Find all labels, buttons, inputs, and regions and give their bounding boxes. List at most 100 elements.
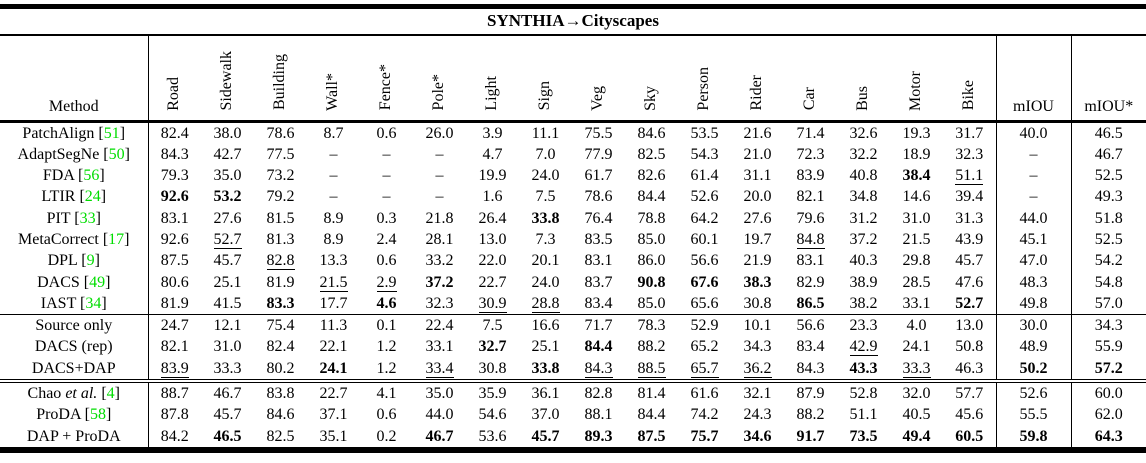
score-cell: 65.2	[690, 338, 719, 356]
score-cell: 87.5	[160, 252, 189, 270]
score-cell: 22.7	[478, 273, 507, 291]
score-cell: 0.3	[376, 209, 397, 227]
col-header-road: Road	[148, 35, 201, 123]
score-cell: 11.3	[319, 317, 348, 335]
score-cell: 52.7	[943, 292, 997, 316]
col-header-motor: Motor	[890, 35, 943, 123]
method-label: Source only	[0, 314, 149, 337]
score-cell: 32.7	[478, 338, 507, 356]
score-cell: 83.4	[572, 292, 625, 316]
score-cell: 92.6	[160, 230, 189, 248]
score-cell: –	[382, 145, 391, 163]
miou-star-cell: 46.7	[1094, 145, 1123, 163]
score-cell: 78.3	[637, 317, 666, 335]
score-cell: 71.4	[796, 124, 825, 142]
miou-cell: 59.8	[996, 425, 1072, 453]
citation-link[interactable]: 9	[86, 252, 95, 270]
score-cell: 30.9	[466, 292, 519, 316]
table-row: ProDA [58] 87.8 45.7 84.6 37.1 0.6 44.0 54.6 37.…	[0, 404, 1146, 426]
score-cell: –	[435, 145, 444, 163]
score-cell: 81.4	[637, 385, 666, 403]
col-header-fence: Fence*	[360, 35, 413, 123]
score-cell: 3.9	[482, 124, 503, 142]
method-label: DACS (rep)	[0, 336, 149, 358]
method-label: IAST [34]	[0, 292, 149, 316]
score-cell: 78.8	[637, 209, 666, 227]
score-cell: 26.0	[425, 124, 454, 142]
score-cell: 88.7	[160, 385, 189, 403]
score-cell: 1.2	[360, 357, 413, 384]
score-cell: 33.8	[531, 209, 560, 227]
score-cell: 0.1	[376, 317, 397, 335]
score-cell: 56.6	[690, 252, 719, 270]
citation-link[interactable]: 58	[89, 406, 106, 424]
score-cell: 74.2	[690, 406, 719, 424]
score-cell: 33.8	[519, 357, 572, 384]
score-cell: 83.1	[584, 252, 613, 270]
score-cell: 80.6	[160, 273, 189, 291]
score-cell: 73.2	[266, 167, 295, 185]
score-cell: 82.4	[160, 124, 189, 142]
score-cell: 65.6	[678, 292, 731, 316]
score-cell: 21.9	[743, 252, 772, 270]
citation-link[interactable]: 51	[103, 124, 120, 142]
score-cell: 65.7	[678, 357, 731, 384]
score-cell: 84.4	[637, 188, 666, 206]
method-label: Chao et al. [4]	[0, 381, 149, 405]
score-cell: 40.3	[849, 252, 878, 270]
citation-link[interactable]: 24	[84, 188, 101, 206]
score-cell: 61.4	[690, 167, 719, 185]
score-cell: 31.0	[902, 209, 931, 227]
score-cell: 82.8	[266, 252, 295, 271]
score-cell: 21.5	[902, 230, 931, 248]
score-cell: 46.3	[943, 357, 997, 384]
score-cell: 19.9	[478, 167, 507, 185]
col-header-sidewalk: Sidewalk	[201, 35, 254, 123]
score-cell: 2.9	[376, 273, 397, 292]
score-cell: 84.6	[637, 124, 666, 142]
score-cell: 32.6	[849, 124, 878, 142]
citation-link[interactable]: 50	[108, 145, 125, 163]
citation-link[interactable]: 17	[108, 230, 125, 248]
score-cell: 1.6	[482, 188, 503, 206]
score-cell: 52.6	[690, 188, 719, 206]
citation-link[interactable]: 34	[85, 294, 102, 312]
score-cell: 26.4	[478, 209, 507, 227]
score-cell: 82.5	[254, 425, 307, 453]
miou-cell: 40.0	[996, 121, 1072, 144]
col-header-building: Building	[254, 35, 307, 123]
col-header-veg: Veg	[572, 35, 625, 123]
table-row: LTIR [24] 92.6 53.2 79.2 – – – 1.6 7.5 78.6 84.4 52…	[0, 186, 1146, 208]
citation-link[interactable]: 56	[83, 167, 100, 185]
score-cell: 45.6	[943, 404, 997, 426]
table-row: Source only 24.7 12.1 75.4 11.3 0.1 22.4 7.5 16.…	[0, 314, 1146, 337]
score-cell: 40.5	[902, 406, 931, 424]
score-cell: 60.5	[943, 425, 997, 453]
score-cell: 13.0	[478, 230, 507, 248]
score-cell: 57.7	[943, 381, 997, 405]
score-cell: 83.9	[796, 167, 825, 185]
miou-star-cell: 49.3	[1094, 188, 1123, 206]
score-cell: 82.1	[160, 338, 189, 356]
score-cell: 35.1	[307, 425, 360, 453]
score-cell: –	[435, 188, 444, 206]
citation-link[interactable]: 49	[89, 273, 106, 291]
score-cell: 7.5	[482, 317, 503, 335]
citation-link[interactable]: 4	[106, 385, 115, 403]
score-cell: 28.5	[902, 273, 931, 291]
miou-star-cell: 57.0	[1071, 292, 1146, 316]
score-cell: 45.7	[519, 425, 572, 453]
score-cell: 83.3	[254, 292, 307, 316]
score-cell: 54.3	[690, 145, 719, 163]
score-cell: 88.5	[625, 357, 678, 384]
citation-link[interactable]: 33	[79, 209, 96, 227]
score-cell: 46.7	[213, 385, 242, 403]
score-cell: 8.9	[323, 209, 344, 227]
score-cell: 84.6	[266, 406, 295, 424]
miou-star-cell: 62.0	[1094, 406, 1123, 424]
score-cell: 79.2	[266, 188, 295, 206]
score-cell: 82.4	[266, 338, 295, 356]
method-label: DPL [9]	[0, 250, 149, 272]
miou-cell: 30.0	[996, 314, 1072, 337]
